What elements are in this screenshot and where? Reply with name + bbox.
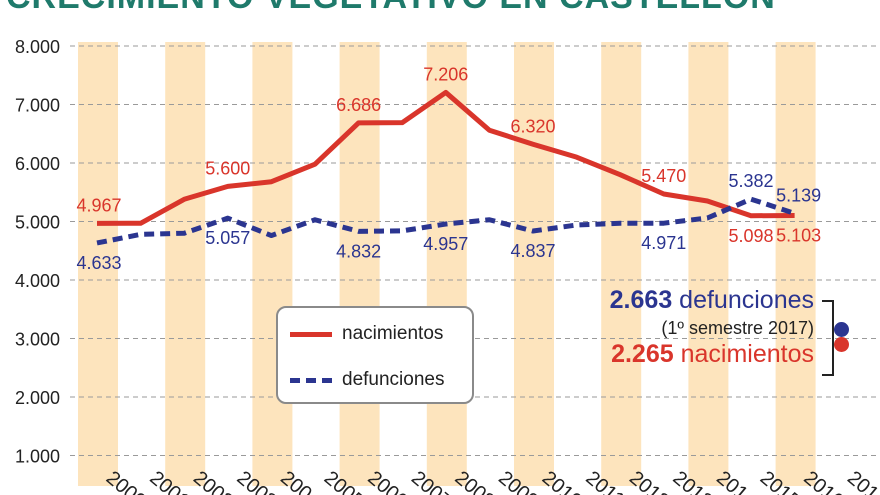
year-band-2012	[601, 42, 642, 486]
year-band-2000	[78, 42, 118, 486]
semester-nacimientos-value: 2.265	[611, 340, 674, 368]
legend-swatch-defunciones	[290, 377, 332, 383]
legend-item-defunciones: defunciones	[290, 368, 444, 392]
y-tick-label-6000: 6.000	[15, 154, 60, 174]
defunciones-dot-icon	[834, 322, 849, 337]
year-band-2014	[688, 42, 729, 486]
data-label-nacimientos-2015: 5.098	[728, 226, 773, 246]
data-label-defunciones-2003: 5.057	[205, 228, 250, 248]
x-tick-label-2017: 2017	[843, 467, 880, 495]
year-band-2004	[252, 42, 293, 486]
legend-label-nacimientos: nacimientos	[342, 323, 444, 344]
year-band-2010	[514, 42, 554, 486]
nacimientos-dot-icon	[834, 337, 849, 352]
legend-label-defunciones: defunciones	[342, 369, 445, 390]
data-label-defunciones-2000: 4.633	[76, 253, 121, 273]
year-band-2008	[426, 42, 467, 486]
data-label-nacimientos-2003: 5.600	[205, 158, 250, 178]
data-label-defunciones-2015: 5.382	[728, 171, 773, 191]
data-label-nacimientos-2010: 6.320	[510, 116, 555, 136]
y-tick-label-5000: 5.000	[15, 213, 60, 233]
semester-nacimientos: 2.265 nacimientos	[610, 340, 814, 369]
legend-item-nacimientos: nacimientos	[290, 322, 443, 346]
semester-defunciones-label: defunciones	[679, 286, 814, 314]
year-band-2002	[165, 42, 206, 486]
semester-summary: 2.663 defunciones (1º semestre 2017) 2.2…	[610, 286, 814, 369]
y-tick-label-2000: 2.000	[15, 388, 60, 408]
data-label-nacimientos-2013: 5.470	[641, 166, 686, 186]
chart-title: CRECIMIENTO VEGETATIVO EN CASTELLÓN	[6, 0, 776, 17]
y-tick-label-7000: 7.000	[15, 96, 60, 116]
data-label-nacimientos-2000: 4.967	[76, 195, 121, 215]
semester-defunciones: 2.663 defunciones	[610, 286, 814, 315]
data-label-defunciones-2016: 5.139	[776, 185, 821, 205]
y-tick-label-4000: 4.000	[15, 271, 60, 291]
data-label-defunciones-2008: 4.957	[423, 234, 468, 254]
y-tick-label-1000: 1.000	[15, 447, 60, 467]
data-label-defunciones-2013: 4.971	[641, 233, 686, 253]
semester-bracket	[822, 300, 834, 376]
legend: nacimientos defunciones	[276, 306, 474, 404]
data-label-nacimientos-2006: 6.686	[336, 95, 381, 115]
legend-swatch-nacimientos	[290, 331, 332, 337]
y-tick-label-8000: 8.000	[15, 37, 60, 57]
data-label-defunciones-2010: 4.837	[510, 241, 555, 261]
year-band-2016	[775, 42, 816, 486]
semester-note: (1º semestre 2017)	[661, 318, 814, 338]
y-tick-label-3000: 3.000	[15, 330, 60, 350]
data-label-nacimientos-2016: 5.103	[776, 225, 821, 245]
data-label-nacimientos-2008: 7.206	[423, 64, 468, 84]
data-label-defunciones-2006: 4.832	[336, 241, 381, 261]
year-band-2006	[339, 42, 380, 486]
semester-defunciones-value: 2.663	[609, 286, 673, 314]
semester-nacimientos-label: nacimientos	[680, 340, 814, 368]
